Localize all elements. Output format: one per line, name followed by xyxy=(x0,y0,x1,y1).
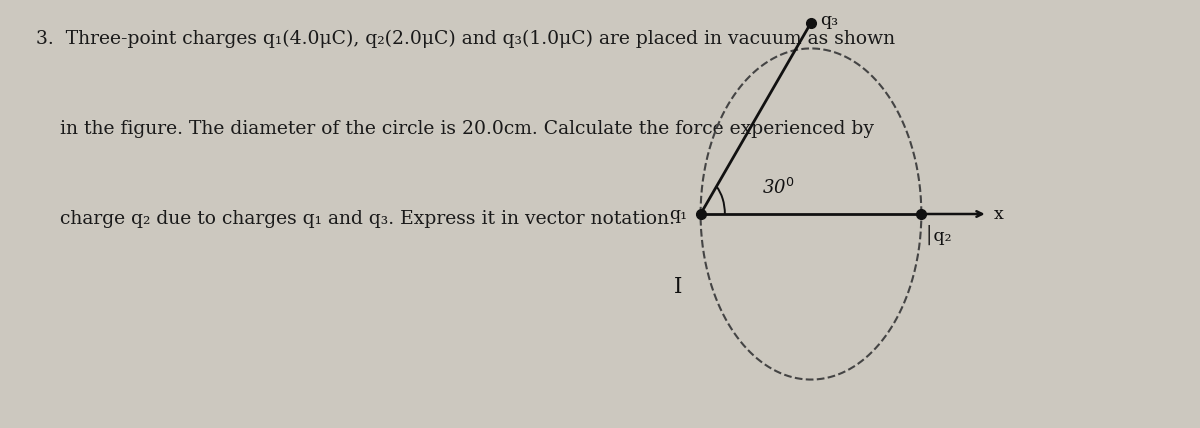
Text: 3.  Three-point charges q₁(4.0μC), q₂(2.0μC) and q₃(1.0μC) are placed in vacuum : 3. Three-point charges q₁(4.0μC), q₂(2.0… xyxy=(36,30,895,48)
Text: I: I xyxy=(674,276,683,298)
Text: charge q₂ due to charges q₁ and q₃. Express it in vector notation.: charge q₂ due to charges q₁ and q₃. Expr… xyxy=(36,210,674,228)
Text: q₁: q₁ xyxy=(670,205,688,223)
Text: │q₂: │q₂ xyxy=(924,225,952,245)
Text: 30$^0$: 30$^0$ xyxy=(762,178,794,198)
Text: x: x xyxy=(994,205,1004,223)
Text: in the figure. The diameter of the circle is 20.0cm. Calculate the force experie: in the figure. The diameter of the circl… xyxy=(36,120,874,138)
Text: q₃: q₃ xyxy=(820,12,838,29)
